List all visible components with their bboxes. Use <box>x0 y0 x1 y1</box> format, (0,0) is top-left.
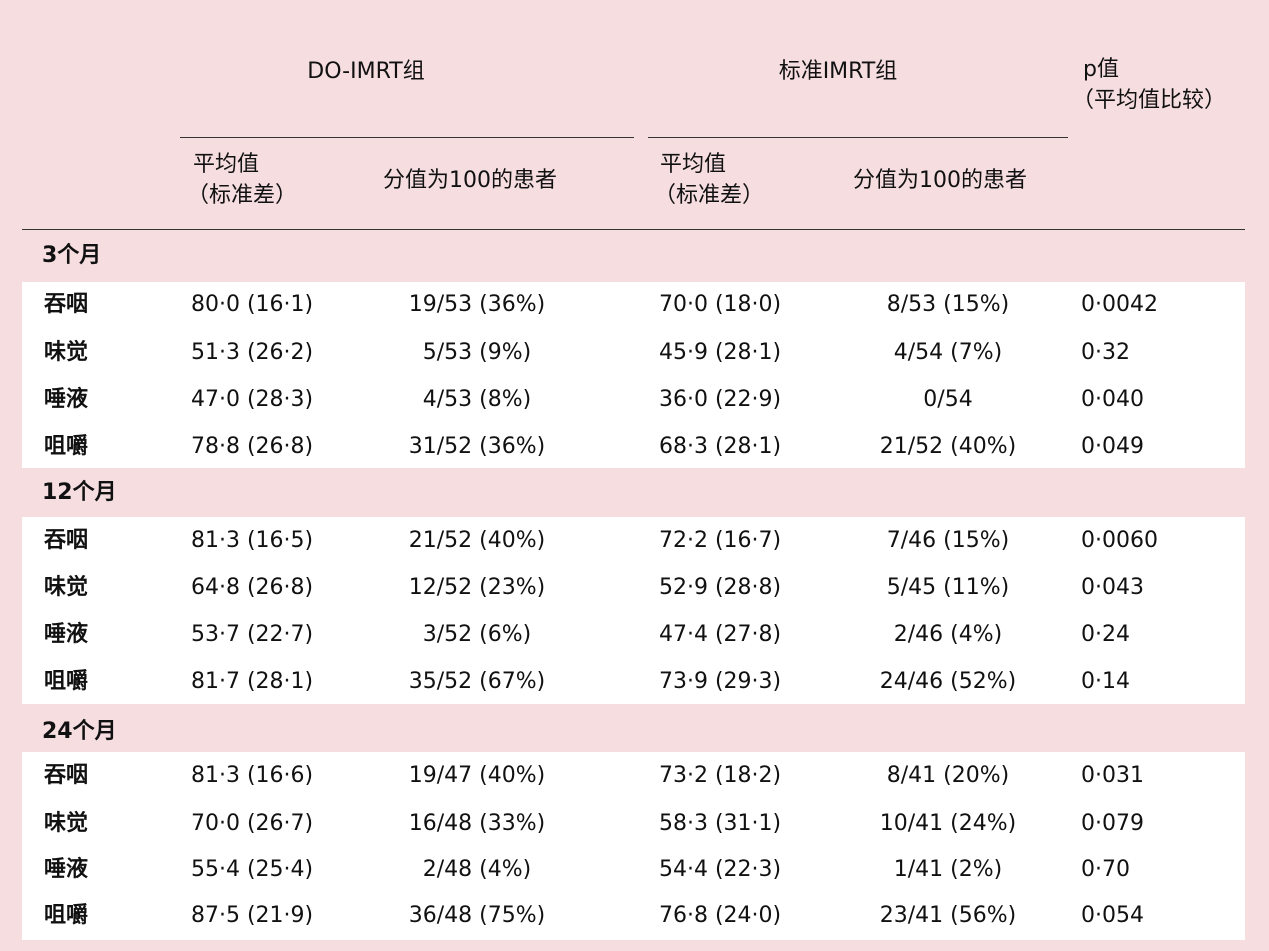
sub-header: 分值为100的患者 <box>383 168 557 193</box>
row-label: 咀嚼 <box>44 669 89 694</box>
p-header: （平均值比较） <box>1072 88 1227 113</box>
row-label: 味觉 <box>44 575 89 600</box>
cell: 0·049 <box>1081 434 1144 459</box>
group-header: 标准IMRT组 <box>778 59 898 84</box>
cell: 80·0 (16·1) <box>191 292 314 317</box>
cell: 36·0 (22·9) <box>659 387 782 412</box>
cell: 12/52 (23%) <box>408 575 546 600</box>
row-label: 咀嚼 <box>44 903 89 928</box>
cell: 0·031 <box>1081 763 1144 788</box>
cell: 23/41 (56%) <box>879 903 1017 928</box>
row-label: 咀嚼 <box>44 434 89 459</box>
cell: 0·70 <box>1081 857 1130 882</box>
cell: 0·32 <box>1081 340 1130 365</box>
section-band <box>22 282 1245 468</box>
cell: 76·8 (24·0) <box>659 903 782 928</box>
group-rule <box>648 137 1068 138</box>
sub-header: （标准差） <box>654 183 765 208</box>
section-band <box>22 752 1245 940</box>
cell: 73·2 (18·2) <box>659 763 782 788</box>
row-label: 味觉 <box>44 811 89 836</box>
row-label: 唾液 <box>44 622 89 647</box>
cell: 31/52 (36%) <box>408 434 546 459</box>
cell: 54·4 (22·3) <box>659 857 782 882</box>
cell: 47·0 (28·3) <box>191 387 314 412</box>
cell: 53·7 (22·7) <box>191 622 314 647</box>
cell: 36/48 (75%) <box>408 903 546 928</box>
cell: 81·3 (16·5) <box>191 528 314 553</box>
cell: 3/52 (6%) <box>422 622 532 647</box>
sub-header: （标准差） <box>187 183 298 208</box>
cell: 35/52 (67%) <box>408 669 546 694</box>
group-rule <box>180 137 634 138</box>
cell: 81·3 (16·6) <box>191 763 314 788</box>
cell: 8/41 (20%) <box>886 763 1010 788</box>
cell: 81·7 (28·1) <box>191 669 314 694</box>
cell: 5/53 (9%) <box>422 340 532 365</box>
cell: 10/41 (24%) <box>879 811 1017 836</box>
cell: 72·2 (16·7) <box>659 528 782 553</box>
cell: 7/46 (15%) <box>886 528 1010 553</box>
group-header: DO-IMRT组 <box>307 59 425 84</box>
cell: 45·9 (28·1) <box>659 340 782 365</box>
cell: 21/52 (40%) <box>879 434 1017 459</box>
cell: 0/54 <box>923 387 973 412</box>
row-label: 唾液 <box>44 387 89 412</box>
section-label: 3个月 <box>42 243 102 268</box>
row-label: 唾液 <box>44 857 89 882</box>
cell: 16/48 (33%) <box>408 811 546 836</box>
p-header: p值 <box>1083 57 1119 82</box>
cell: 19/47 (40%) <box>408 763 546 788</box>
sub-header: 平均值 <box>193 152 260 177</box>
cell: 2/48 (4%) <box>422 857 532 882</box>
cell: 73·9 (29·3) <box>659 669 782 694</box>
cell: 21/52 (40%) <box>408 528 546 553</box>
section-label: 12个月 <box>42 480 117 505</box>
row-label: 味觉 <box>44 340 89 365</box>
cell: 0·054 <box>1081 903 1144 928</box>
header-rule <box>22 229 1245 230</box>
cell: 68·3 (28·1) <box>659 434 782 459</box>
cell: 64·8 (26·8) <box>191 575 314 600</box>
row-label: 吞咽 <box>44 292 89 317</box>
cell: 70·0 (26·7) <box>191 811 314 836</box>
cell: 0·043 <box>1081 575 1144 600</box>
cell: 0·24 <box>1081 622 1130 647</box>
row-label: 吞咽 <box>44 528 89 553</box>
cell: 4/53 (8%) <box>422 387 532 412</box>
sub-header: 平均值 <box>660 152 727 177</box>
cell: 58·3 (31·1) <box>659 811 782 836</box>
cell: 52·9 (28·8) <box>659 575 782 600</box>
cell: 0·0060 <box>1081 528 1158 553</box>
cell: 2/46 (4%) <box>893 622 1003 647</box>
cell: 1/41 (2%) <box>893 857 1003 882</box>
cell: 0·079 <box>1081 811 1144 836</box>
cell: 55·4 (25·4) <box>191 857 314 882</box>
cell: 24/46 (52%) <box>879 669 1017 694</box>
cell: 0·14 <box>1081 669 1130 694</box>
cell: 47·4 (27·8) <box>659 622 782 647</box>
cell: 4/54 (7%) <box>893 340 1003 365</box>
section-label: 24个月 <box>42 719 117 744</box>
cell: 0·0042 <box>1081 292 1158 317</box>
sub-header: 分值为100的患者 <box>853 168 1027 193</box>
cell: 87·5 (21·9) <box>191 903 314 928</box>
cell: 0·040 <box>1081 387 1144 412</box>
section-band <box>22 517 1245 704</box>
cell: 78·8 (26·8) <box>191 434 314 459</box>
cell: 19/53 (36%) <box>408 292 546 317</box>
cell: 5/45 (11%) <box>886 575 1010 600</box>
cell: 51·3 (26·2) <box>191 340 314 365</box>
row-label: 吞咽 <box>44 763 89 788</box>
cell: 70·0 (18·0) <box>659 292 782 317</box>
cell: 8/53 (15%) <box>886 292 1010 317</box>
